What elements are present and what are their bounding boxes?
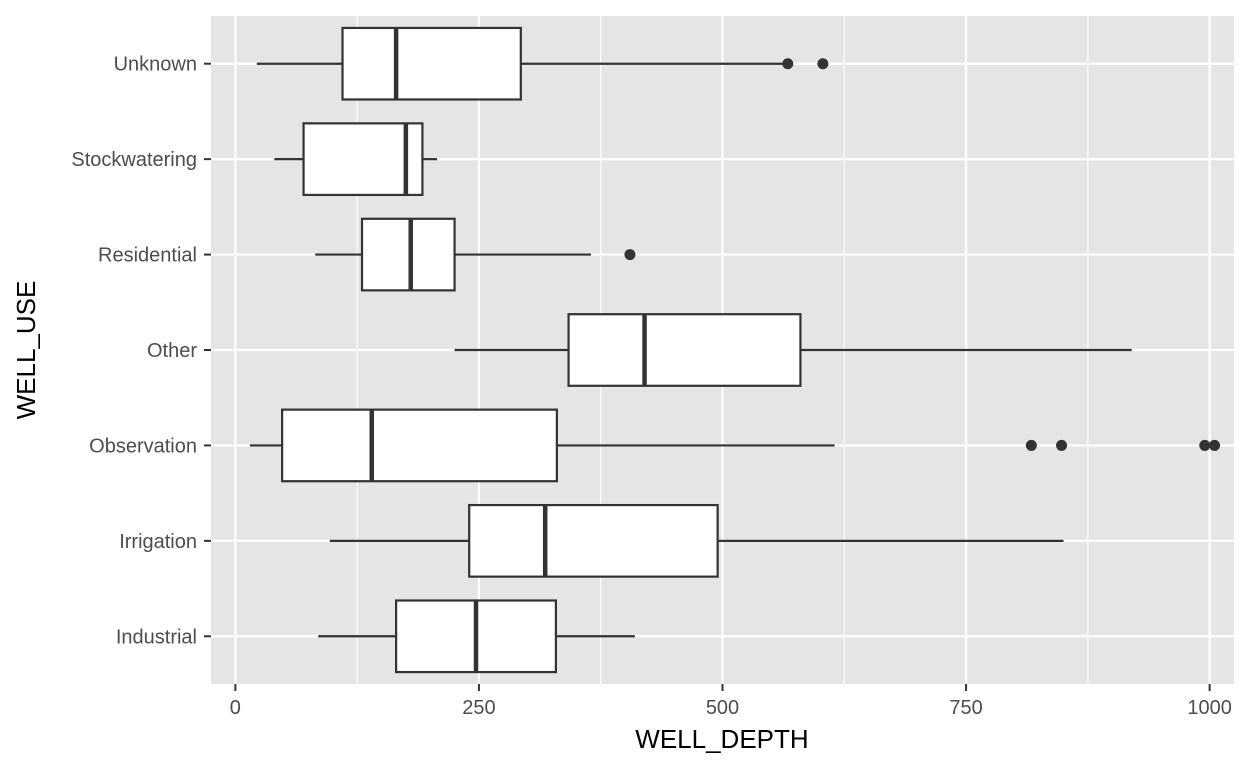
y-tick-label: Residential <box>98 245 197 267</box>
outlier-point <box>624 249 636 261</box>
x-tick-label: 1000 <box>1187 697 1232 719</box>
boxplot-unknown <box>256 26 829 101</box>
outlier-point <box>817 58 829 70</box>
boxplot-irrigation <box>329 503 1064 578</box>
y-axis: Industrial Irrigation Observation Other Resi… <box>71 54 211 648</box>
box-iqr <box>360 217 456 292</box>
outlier-point <box>782 58 794 70</box>
outlier-point <box>1199 439 1211 451</box>
outlier-point <box>1025 439 1037 451</box>
outlier-point <box>1209 439 1221 451</box>
boxplot-industrial <box>318 599 635 674</box>
boxplot-stockwatering <box>274 122 438 197</box>
x-axis: 0 250 500 750 1000 <box>230 684 1232 719</box>
boxplot-residential <box>315 217 636 292</box>
y-tick-label: Industrial <box>116 626 197 648</box>
y-tick-label: Stockwatering <box>71 149 197 171</box>
boxplot-other <box>454 313 1132 387</box>
outlier-point <box>1056 439 1068 451</box>
y-tick-label: Unknown <box>114 54 197 76</box>
y-tick-label: Observation <box>89 435 197 457</box>
box-iqr <box>302 122 424 197</box>
x-tick-label: 250 <box>462 697 495 719</box>
boxplots <box>249 26 1221 674</box>
boxplot-observation <box>249 408 1221 483</box>
x-axis-title: WELL_DEPTH <box>635 724 808 754</box>
y-axis-title: WELL_USE <box>11 281 41 420</box>
x-tick-label: 750 <box>949 697 982 719</box>
box-iqr <box>341 26 522 101</box>
x-tick-label: 500 <box>706 697 739 719</box>
x-tick-label: 0 <box>230 697 241 719</box>
box-iqr <box>281 408 558 483</box>
y-tick-label: Other <box>147 340 197 362</box>
box-iqr <box>567 313 802 387</box>
box-iqr <box>468 503 719 578</box>
y-tick-label: Irrigation <box>119 531 197 553</box>
